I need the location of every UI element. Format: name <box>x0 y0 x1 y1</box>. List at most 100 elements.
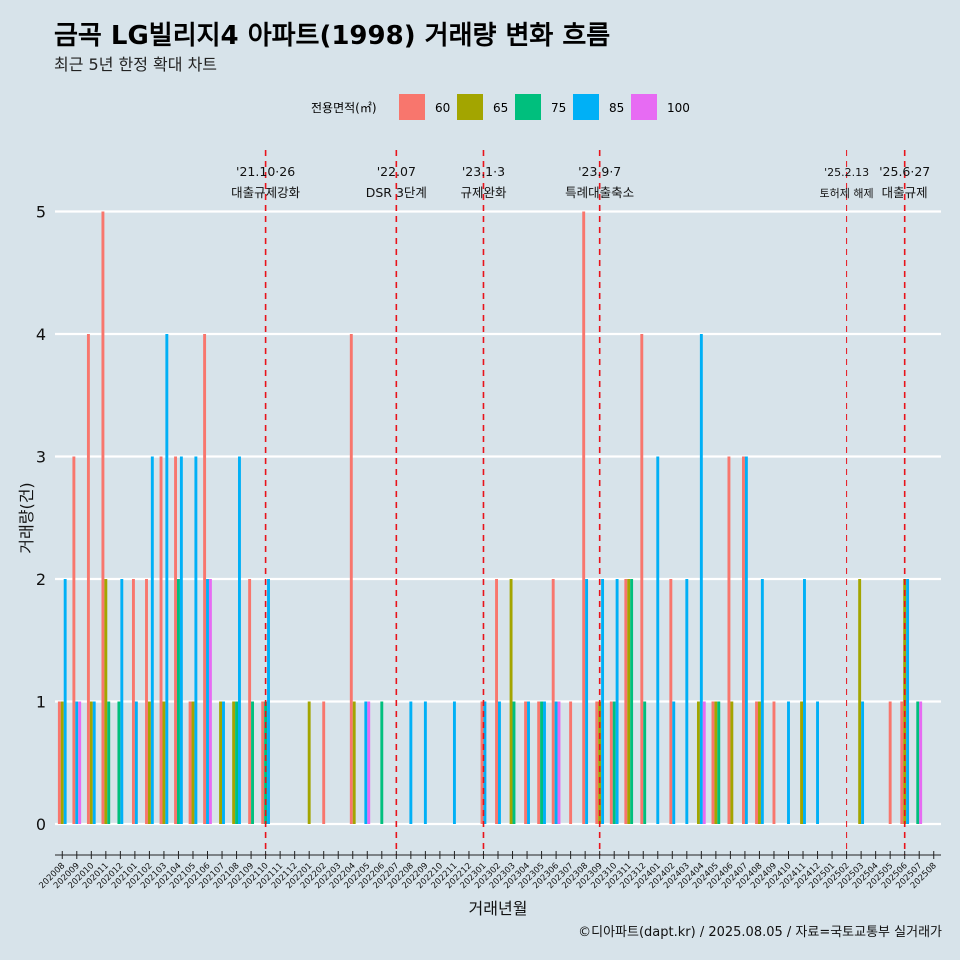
bar-202407-85 <box>744 456 748 824</box>
bar-202009-60 <box>72 456 76 824</box>
bar-202306-60 <box>551 579 555 824</box>
bar-202301-60 <box>480 701 484 824</box>
y-axis: 0 1 2 3 4 5 <box>36 203 46 835</box>
bar-202202-60 <box>322 701 326 824</box>
bar-202409-60 <box>772 701 776 824</box>
legend-title: 전용면적(㎡) <box>311 101 377 115</box>
event-text-4: 토허제 해제 <box>820 186 874 200</box>
bar-202102-85 <box>150 456 154 824</box>
bar-202108-75 <box>235 701 239 824</box>
bar-202101-85 <box>134 701 138 824</box>
event-date-3: '23.9·7 <box>578 164 621 179</box>
bar-202010-65 <box>89 701 93 824</box>
bar-202310-85 <box>615 579 619 824</box>
bar-202009-85 <box>75 701 79 824</box>
bar-202205-85 <box>364 701 368 824</box>
legend-label-65: 65 <box>493 101 508 115</box>
bar-202104-85 <box>179 456 183 824</box>
bar-202306-100 <box>557 701 561 824</box>
legend-swatch-100 <box>631 94 657 120</box>
bar-202107-65 <box>219 701 223 824</box>
caption: ©디아파트(dapt.kr) / 2025.08.05 / 자료=국토교통부 실… <box>578 925 942 940</box>
event-date-1: '22.07 <box>377 164 416 179</box>
bar-202208-85 <box>409 701 413 824</box>
bar-202102-60 <box>145 579 148 824</box>
bar-202303-65 <box>509 579 513 824</box>
legend-label-75: 75 <box>551 101 566 115</box>
x-axis-title: 거래년월 <box>469 899 528 918</box>
bar-202103-85 <box>165 334 169 824</box>
bar-202503-85 <box>861 701 865 824</box>
bar-202012-75 <box>117 701 121 824</box>
event-date-4: '25.2.13 <box>824 166 869 179</box>
bar-202306-85 <box>554 701 558 824</box>
bar-202408-60 <box>755 701 758 824</box>
bar-202008-85 <box>63 579 67 824</box>
bar-202507-100 <box>919 701 923 824</box>
bar-202110-75 <box>264 701 268 824</box>
bar-202311-75 <box>630 579 634 824</box>
bar-202206-75 <box>380 701 384 824</box>
bar-202108-65 <box>232 701 236 824</box>
bar-202107-85 <box>222 701 225 824</box>
bar-202103-65 <box>162 701 166 824</box>
bar-202406-60 <box>727 456 731 824</box>
event-text-0: 대출규제강화 <box>231 185 301 200</box>
bar-202507-75 <box>916 701 920 824</box>
bar-202506-85 <box>906 579 910 824</box>
bar-202405-75 <box>717 701 721 824</box>
y-tick-label-2: 2 <box>36 570 46 589</box>
event-text-3: 특례대출축소 <box>565 185 634 200</box>
legend-label-60: 60 <box>435 101 450 115</box>
bar-202204-65 <box>352 701 356 824</box>
bar-202503-65 <box>858 579 862 824</box>
bar-202209-85 <box>423 701 427 824</box>
bar-202104-75 <box>177 579 180 824</box>
bar-202105-60 <box>188 701 192 824</box>
bar-202104-60 <box>174 456 178 824</box>
bar-202105-85 <box>194 456 198 824</box>
bar-202405-60 <box>711 701 715 824</box>
bar-202008-65 <box>60 701 64 824</box>
legend-swatch-65 <box>457 94 483 120</box>
bar-202011-75 <box>107 701 111 824</box>
legend-swatch-60 <box>399 94 425 120</box>
bar-202310-60 <box>609 701 613 824</box>
bar-202309-85 <box>601 579 605 824</box>
bar-202506-60 <box>900 701 904 824</box>
x-axis: 2020082020092020102020112020122021012021… <box>37 851 941 891</box>
event-date-5: '25.6·27 <box>879 164 930 179</box>
legend-swatch-85 <box>573 94 599 120</box>
bar-202308-60 <box>582 211 586 824</box>
bar-202305-85 <box>543 701 546 824</box>
bar-202407-60 <box>742 456 745 824</box>
bar-202312-75 <box>643 701 647 824</box>
bar-202106-85 <box>206 579 209 824</box>
event-text-2: 규제완화 <box>460 185 507 200</box>
bar-202305-75 <box>540 701 544 824</box>
event-date-0: '21.10·26 <box>236 164 295 179</box>
bar-202403-85 <box>685 579 689 824</box>
bar-202404-100 <box>702 701 706 824</box>
bar-202411-85 <box>803 579 806 824</box>
bar-202103-60 <box>159 456 163 824</box>
bar-202010-60 <box>86 334 90 824</box>
bar-202309-60 <box>595 701 599 824</box>
y-tick-label-1: 1 <box>36 693 46 712</box>
y-axis-title: 거래량(건) <box>17 482 36 553</box>
bar-202012-85 <box>120 579 124 824</box>
bar-202106-100 <box>208 579 212 824</box>
bar-202311-65 <box>627 579 631 824</box>
bar-202109-60 <box>248 579 252 824</box>
chart-subtitle: 최근 5년 한정 확대 차트 <box>54 55 217 74</box>
bar-202010-85 <box>92 701 96 824</box>
bar-202310-75 <box>612 701 616 824</box>
bar-202312-60 <box>640 334 644 824</box>
y-tick-label-0: 0 <box>36 815 46 834</box>
bar-202211-85 <box>452 701 456 824</box>
bar-202304-85 <box>527 701 530 824</box>
bars <box>57 211 923 824</box>
bar-202410-85 <box>787 701 790 824</box>
bar-202008-60 <box>57 701 61 824</box>
